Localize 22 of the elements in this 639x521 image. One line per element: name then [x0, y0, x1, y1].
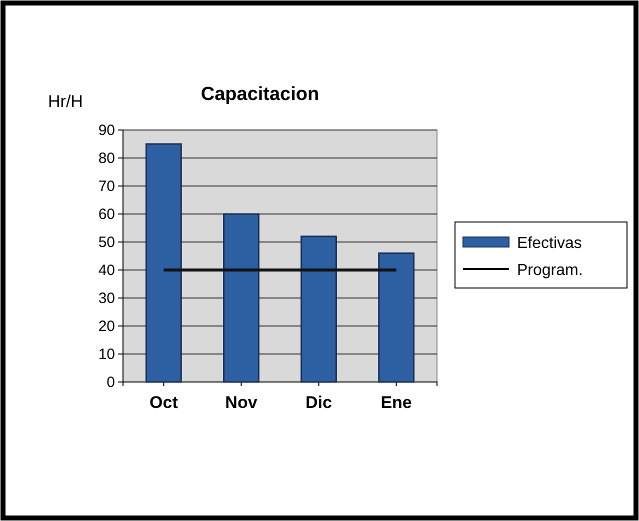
y-tick-label: 90: [98, 122, 115, 139]
y-tick-label: 0: [106, 374, 115, 391]
bar: [300, 236, 337, 383]
y-tick-label: 20: [98, 318, 115, 335]
bar: [146, 143, 182, 383]
bar: [378, 252, 414, 383]
chart-title: Capacitacion: [200, 84, 320, 105]
y-tick-label: 80: [98, 150, 115, 167]
y-tick-label: 50: [98, 234, 115, 251]
x-tick-label: Oct: [150, 393, 178, 412]
y-tick-label: 10: [98, 346, 115, 363]
x-tick-label: Nov: [225, 393, 258, 412]
y-tick-label: 40: [98, 262, 115, 279]
bar: [223, 213, 260, 383]
legend-label: Program.: [517, 262, 583, 279]
legend-label: Efectivas: [517, 235, 582, 252]
y-tick-label: 60: [98, 206, 115, 223]
y-axis-title: Hr/H: [48, 92, 83, 111]
y-tick-label: 70: [98, 178, 115, 195]
x-tick-label: Ene: [380, 393, 412, 412]
y-tick-label: 30: [98, 290, 115, 307]
x-tick-label: Dic: [306, 393, 332, 412]
